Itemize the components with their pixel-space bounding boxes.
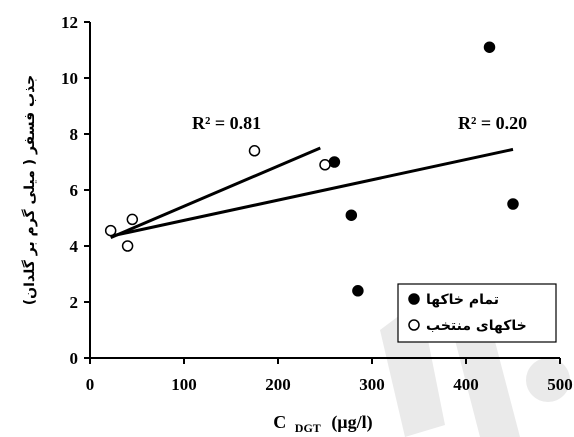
y-tick-label: 10 (61, 69, 78, 88)
point-all-soils (483, 41, 496, 53)
legend-marker-all (408, 293, 420, 305)
point-all-soils (328, 156, 341, 168)
watermark (380, 300, 570, 437)
x-ticks: 0 100 200 300 400 500 (86, 358, 573, 394)
y-axis-title: جذب فسفر ( میلی گرم بر گلدان) (21, 75, 38, 306)
x-tick-label: 100 (171, 375, 197, 394)
legend: تمام خاکها خاکهای منتخب (397, 283, 557, 343)
trend-lines (110, 146, 514, 239)
trend-line-all (110, 147, 514, 238)
y-tick-label: 8 (70, 125, 79, 144)
plot-area: 0 100 200 300 400 500 0 2 4 6 8 10 12 (61, 13, 573, 394)
point-selected-soils (121, 240, 134, 252)
x-axis-title: C DGT (µg/l) (273, 412, 372, 436)
legend-box (397, 283, 557, 343)
r2-all-text: R² = 0.20 (458, 113, 527, 133)
x-axis-title-main: C (273, 412, 286, 432)
point-all-soils (507, 198, 519, 210)
legend-label-selected: خاکهای منتخب (426, 318, 527, 334)
point-all-soils (345, 209, 358, 221)
point-selected-soils (104, 224, 117, 237)
y-tick-label: 4 (70, 237, 79, 256)
y-tick-label: 2 (70, 293, 79, 312)
r2-label-selected: R² = 0.81 (192, 113, 261, 133)
x-axis-title-sub: DGT (295, 421, 321, 435)
y-tick-label: 0 (70, 349, 79, 368)
x-tick-label: 500 (547, 375, 573, 394)
point-selected-soils (248, 145, 261, 157)
x-tick-label: 400 (453, 375, 479, 394)
r2-label-all: R² = 0.20 (458, 113, 527, 133)
y-tick-label: 12 (61, 13, 78, 32)
point-all-soils (352, 285, 364, 297)
legend-marker-selected (408, 319, 420, 331)
x-tick-label: 300 (359, 375, 385, 394)
trend-line-selected (110, 146, 321, 239)
x-tick-label: 200 (265, 375, 291, 394)
legend-label-all: تمام خاکها (426, 292, 499, 308)
data-points (104, 41, 519, 297)
r2-selected-text: R² = 0.81 (192, 113, 261, 133)
point-selected-soils (126, 213, 139, 226)
x-axis-title-unit: (µg/l) (331, 412, 372, 433)
y-tick-label: 6 (70, 181, 79, 200)
point-selected-soils (319, 159, 331, 171)
y-ticks: 0 2 4 6 8 10 12 (61, 13, 90, 368)
x-tick-label: 0 (86, 375, 95, 394)
